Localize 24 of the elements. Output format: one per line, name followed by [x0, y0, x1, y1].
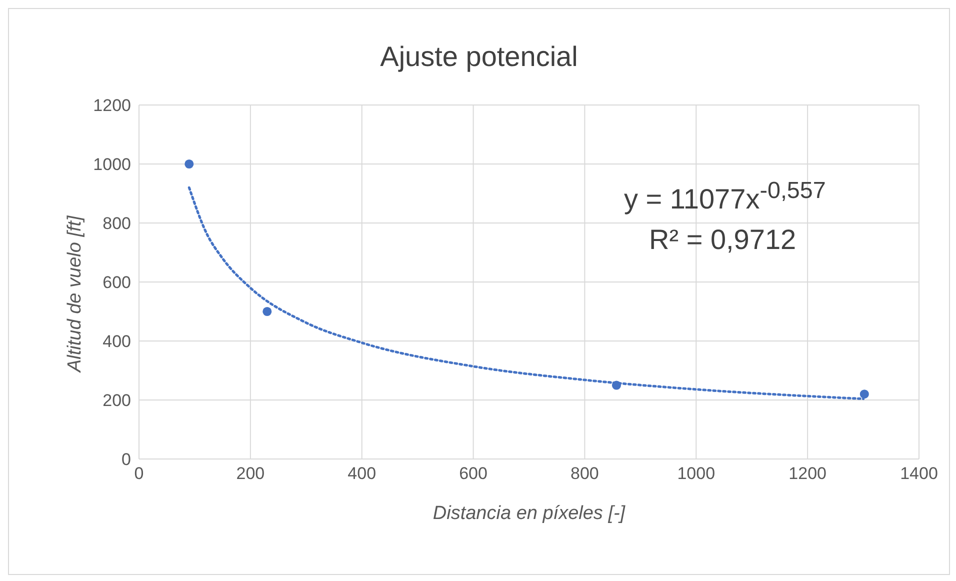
annotation: y = 11077x$^{-0,557}$ [624, 177, 826, 216]
x-tick-label: 1200 [788, 464, 826, 484]
annotation: R² = 0,9712 [649, 224, 796, 256]
point [262, 306, 272, 316]
x-tick-label: 0 [134, 464, 144, 484]
y-tick-label: 1000 [93, 155, 131, 174]
x-axis-title: Distancia en píxeles [-] [432, 503, 626, 524]
x-tick-label: 1400 [900, 464, 938, 484]
y-tick-label: 400 [102, 332, 131, 352]
y-axis-title: Altitud de vuelo [ft] [64, 214, 86, 373]
y-tick-label: 1200 [93, 96, 131, 116]
y-tick-label: 800 [102, 214, 131, 234]
chart-title: Ajuste potencial [379, 41, 579, 73]
y-tick-label: 600 [102, 273, 131, 292]
point [612, 380, 621, 390]
x-tick-label: 400 [348, 464, 376, 484]
x-tick-label: 200 [236, 464, 265, 484]
point [184, 159, 194, 169]
y-tick-label: 200 [102, 391, 131, 410]
y-tick-label: 0 [122, 450, 131, 470]
x-tick-label: 800 [570, 464, 599, 484]
point [860, 390, 869, 399]
x-tick-label: 1000 [677, 464, 716, 484]
x-tick-label: 600 [459, 464, 488, 484]
